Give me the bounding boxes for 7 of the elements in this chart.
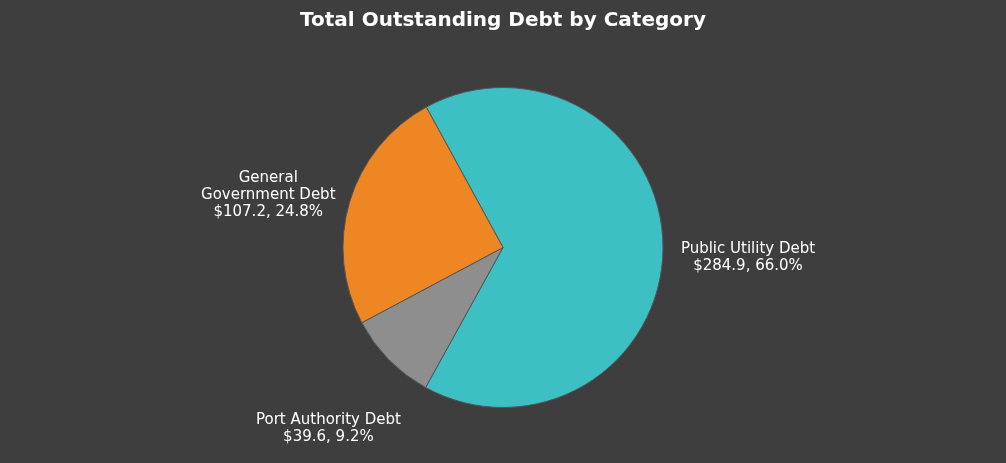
data-label: $107.2, 24.8%	[213, 202, 324, 221]
data-label: $39.6, 9.2%	[283, 427, 374, 446]
chart-title: Total Outstanding Debt by Category	[300, 7, 706, 31]
slice-label: Public Utility Debt	[680, 239, 816, 258]
data-label: $284.9, 66.0%	[693, 256, 803, 275]
slice-label: Port Authority Debt	[255, 410, 401, 429]
slice-label: General Government Debt	[201, 168, 336, 204]
